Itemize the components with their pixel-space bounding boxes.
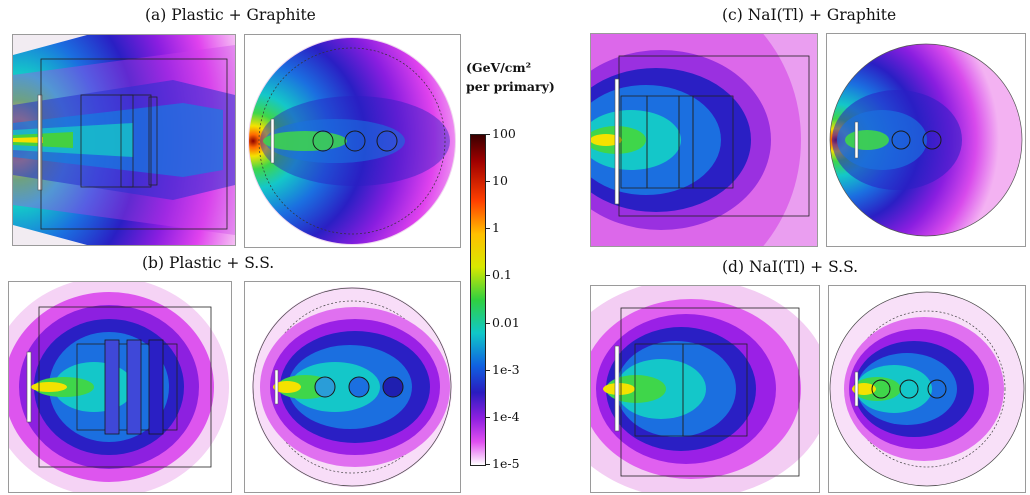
colorbar-tick-label: 0.1 [492, 267, 512, 282]
colorbar-tick-label: 10 [492, 173, 508, 188]
colorbar-tick-label: 1e-4 [492, 409, 520, 424]
colorbar-tick-mark [485, 370, 490, 371]
panel-c-title: (c) NaI(Tl) + Graphite [722, 6, 897, 24]
panel-a-front-view [244, 34, 461, 248]
panel-d-side-view [590, 285, 820, 493]
colorbar-tick-label: 100 [492, 126, 516, 141]
colorbar-tick-mark [485, 134, 490, 135]
panel-a-side-view [12, 34, 236, 246]
colorbar-tick-mark [485, 181, 490, 182]
colorbar-tick-mark [485, 464, 490, 465]
panel-b-title: (b) Plastic + S.S. [142, 254, 275, 272]
colorbar-tick-label: 0.01 [492, 315, 520, 330]
panel-c-front-view [826, 33, 1026, 247]
colorbar-tick-label: 1e-3 [492, 362, 520, 377]
colorbar-tick-label: 1e-5 [492, 456, 520, 471]
panel-b-side-view [8, 281, 232, 493]
colorbar-unit-line-2: per primary) [466, 79, 555, 94]
panel-a-title: (a) Plastic + Graphite [145, 6, 316, 24]
panel-b-front-view [244, 281, 461, 493]
colorbar-tick-mark [485, 323, 490, 324]
colorbar-unit-line-1: (GeV/cm² [466, 60, 532, 75]
panel-d-title: (d) NaI(Tl) + S.S. [722, 258, 859, 276]
colorbar-tick-mark [485, 228, 490, 229]
panel-d-front-view [828, 285, 1026, 493]
colorbar-unit-label: (GeV/cm² per primary) [466, 58, 555, 96]
colorbar-tick-label: 1 [492, 220, 500, 235]
colorbar-tick-mark [485, 417, 490, 418]
panel-c-side-view [590, 33, 818, 247]
colorbar-gradient [470, 134, 486, 466]
colorbar-tick-mark [485, 275, 490, 276]
